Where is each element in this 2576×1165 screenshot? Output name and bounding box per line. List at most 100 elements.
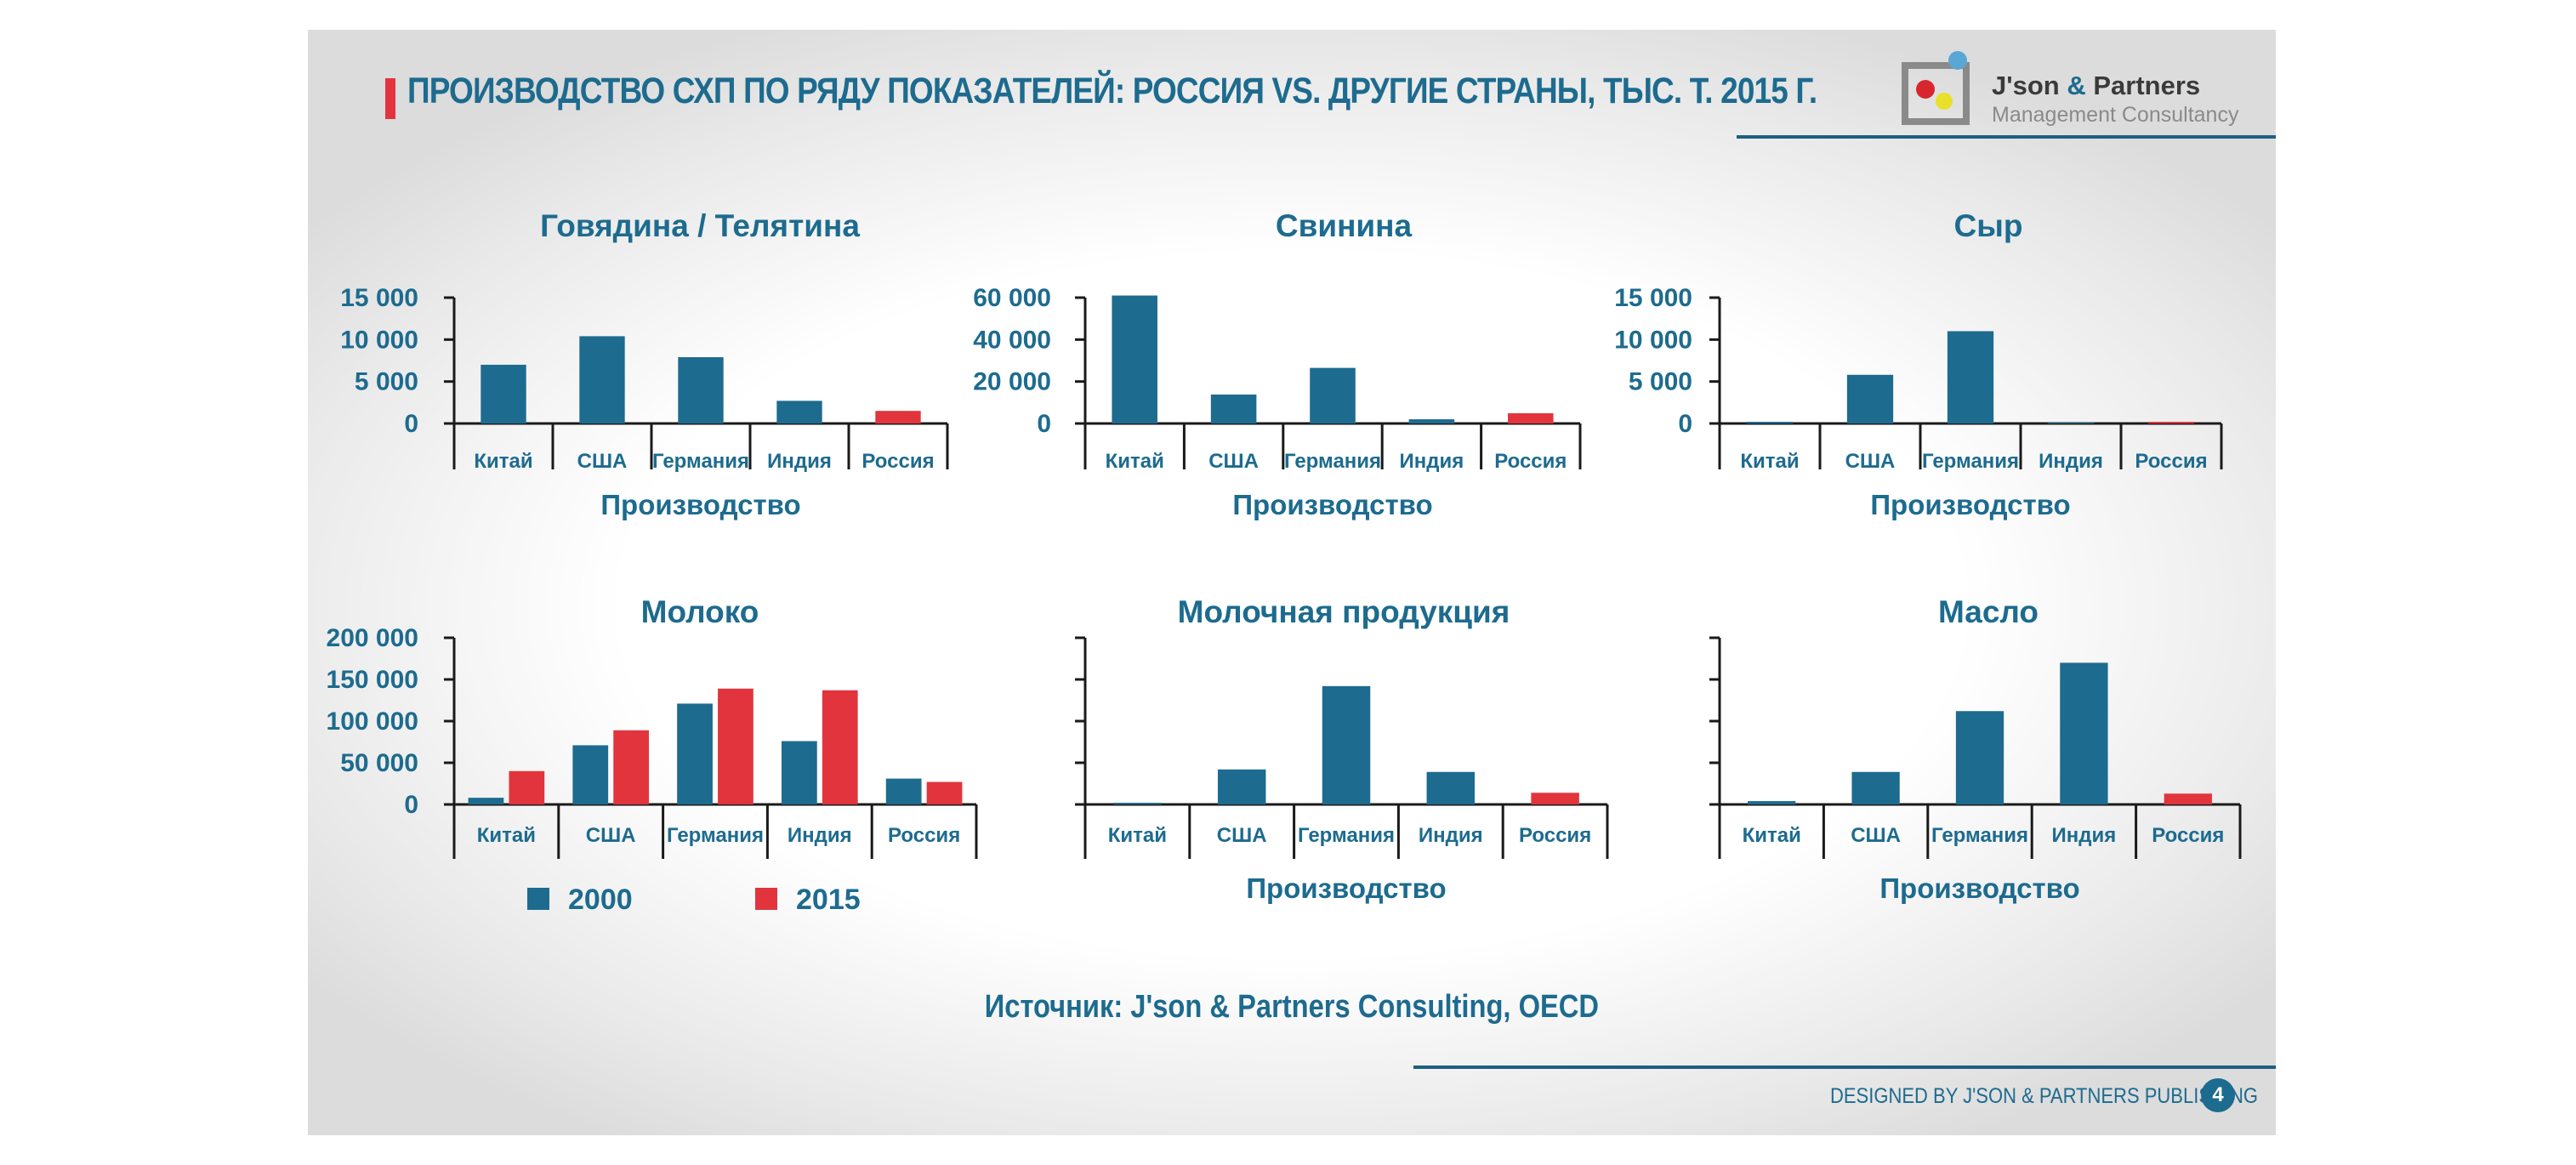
x-category-label: Китай	[1106, 450, 1164, 473]
brand-name: J'son & Partners	[1992, 71, 2201, 100]
legend-swatch-2000	[527, 888, 549, 910]
bar-russia	[875, 411, 921, 423]
page-number-badge: 4	[2201, 1078, 2235, 1112]
x-category-label: Китай	[1108, 824, 1167, 847]
x-category-label: Германия	[1922, 450, 2019, 473]
y-tick-label: 15 000	[1614, 284, 1692, 312]
x-axis-title: Производство	[1246, 872, 1446, 904]
y-tick-label: 5 000	[1629, 368, 1692, 396]
x-axis-title: Производство	[1232, 489, 1432, 520]
bar-country	[1955, 711, 2005, 804]
bar-2015	[718, 688, 753, 804]
y-tick-label: 50 000	[340, 749, 418, 777]
x-category-label: Россия	[1494, 450, 1567, 473]
bar-2015	[613, 730, 650, 804]
x-category-label: США	[1851, 824, 1901, 847]
x-category-label: Китай	[474, 450, 532, 473]
bar-country	[1113, 803, 1162, 804]
x-category-label: США	[1845, 450, 1896, 473]
chart-title: Масло	[1938, 594, 2039, 629]
x-category-label: Германия	[1298, 824, 1395, 847]
bar-country	[1310, 367, 1356, 423]
bar-2000	[885, 778, 922, 804]
bar-country	[1408, 419, 1455, 423]
x-category-label: Индия	[767, 450, 832, 473]
bar-2015	[509, 770, 545, 804]
bar-country	[2060, 662, 2108, 804]
x-category-label: Индия	[788, 824, 852, 847]
bar-2015	[822, 690, 858, 804]
y-tick-label: 0	[1678, 410, 1692, 438]
x-category-label: Индия	[2052, 824, 2117, 847]
y-tick-label: 0	[404, 410, 418, 438]
y-tick-label: 200 000	[327, 624, 418, 652]
title-accent-bar	[385, 78, 395, 119]
x-axis-title: Производство	[600, 489, 800, 520]
y-tick-label: 0	[1037, 410, 1051, 438]
y-tick-label: 10 000	[340, 326, 418, 354]
y-tick-label: 40 000	[973, 326, 1051, 354]
chart-title: Говядина / Телятина	[540, 208, 860, 243]
y-tick-label: 10 000	[1614, 326, 1692, 354]
bar-russia	[2164, 793, 2212, 804]
page-title: ПРОИЗВОДСТВО СХП ПО РЯДУ ПОКАЗАТЕЛЕЙ: РО…	[407, 71, 1817, 111]
x-category-label: Россия	[2152, 824, 2224, 847]
x-category-label: Индия	[1419, 824, 1483, 847]
x-category-label: Германия	[1931, 824, 2028, 847]
bar-country	[1217, 769, 1266, 804]
slide: ПРОИЗВОДСТВО СХП ПО РЯДУ ПОКАЗАТЕЛЕЙ: РО…	[308, 30, 2276, 1135]
bar-country	[1112, 295, 1157, 423]
bar-2000	[677, 703, 713, 804]
x-axis-title: Производство	[1870, 489, 2070, 520]
chart-title: Молочная продукция	[1178, 594, 1510, 629]
legend-label: 2015	[796, 884, 861, 916]
bar-country	[1322, 685, 1371, 804]
y-tick-label: 5 000	[355, 368, 418, 396]
chart-title: Молоко	[641, 594, 759, 629]
x-category-label: Германия	[652, 450, 749, 473]
x-axis-title: Производство	[1879, 872, 2079, 904]
legend-swatch-2015	[755, 888, 777, 910]
y-tick-label: 0	[404, 791, 418, 819]
y-tick-label: 150 000	[327, 666, 418, 694]
bar-2000	[781, 741, 817, 804]
footer-rule	[1413, 1066, 2276, 1069]
bar-country	[1426, 771, 1476, 804]
bar-country	[1846, 374, 1894, 423]
chart-title: Сыр	[1954, 208, 2023, 243]
x-category-label: Россия	[888, 824, 960, 847]
bar-2000	[572, 745, 609, 804]
logo-mark-icon	[1902, 51, 1970, 125]
bar-country	[776, 401, 822, 423]
x-category-label: США	[577, 450, 628, 473]
header-rule	[1737, 135, 2276, 139]
y-tick-label: 20 000	[973, 368, 1051, 396]
x-category-label: Россия	[862, 450, 934, 473]
bar-country	[1748, 801, 1796, 804]
bar-country	[1851, 771, 1900, 804]
x-category-label: Индия	[1400, 450, 1464, 473]
bar-country	[1746, 422, 1794, 423]
bar-country	[678, 357, 724, 423]
bar-2015	[926, 781, 963, 804]
x-category-label: Германия	[667, 824, 764, 847]
y-tick-label: 15 000	[340, 284, 418, 312]
legend-label: 2000	[568, 884, 633, 916]
x-category-label: Россия	[2135, 450, 2207, 473]
y-tick-label: 60 000	[973, 284, 1051, 312]
source-note: Источник: J'son & Partners Consulting, O…	[984, 989, 1600, 1025]
x-category-label: Китай	[1740, 450, 1799, 473]
x-category-label: США	[586, 824, 636, 847]
bar-country	[481, 364, 526, 423]
chart-title: Свинина	[1276, 208, 1413, 243]
footer-credit: DESIGNED BY J'SON & PARTNERS PUBLISHING	[1830, 1084, 2259, 1108]
bar-russia	[1531, 793, 1579, 804]
bar-russia	[2147, 422, 2195, 423]
bar-country	[1947, 331, 1994, 423]
x-category-label: США	[1217, 824, 1267, 847]
bar-2000	[468, 798, 504, 804]
bar-country	[579, 336, 625, 423]
brand-subtitle: Management Consultancy	[1992, 103, 2239, 127]
bar-russia	[1508, 412, 1554, 423]
